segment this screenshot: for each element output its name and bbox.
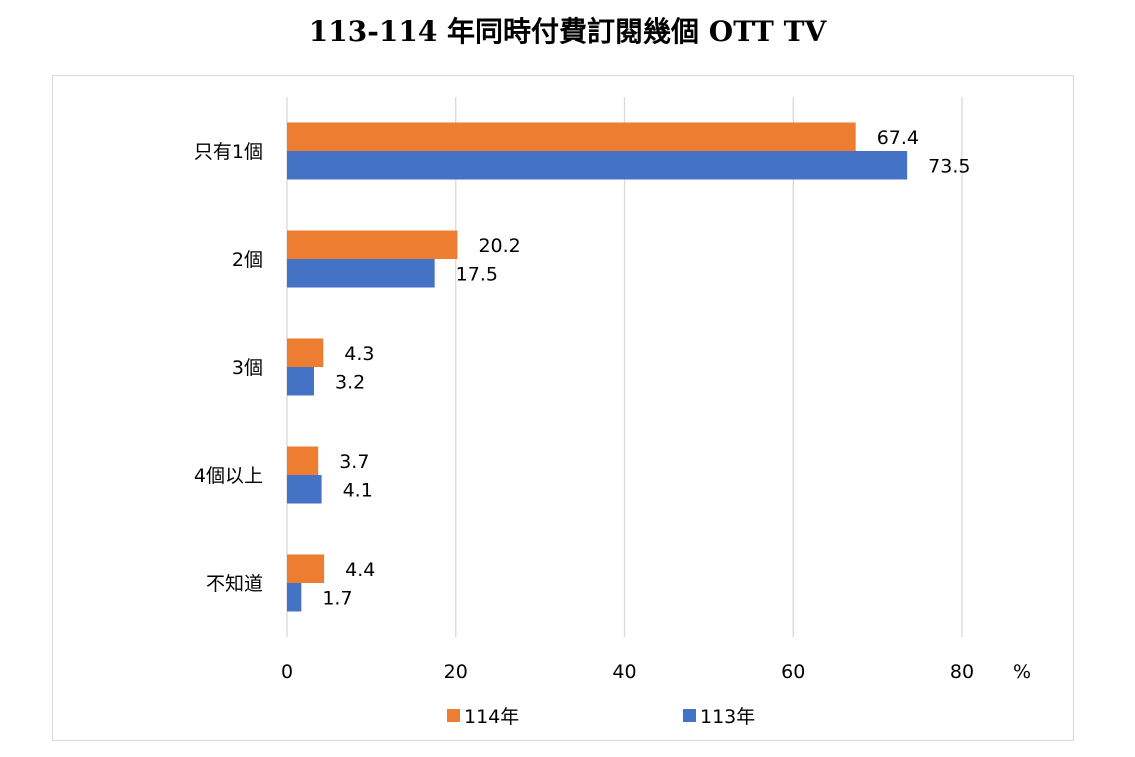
data-label: 17.5 bbox=[456, 263, 498, 285]
category-label: 4個以上 bbox=[194, 465, 263, 487]
bar-114年-3個 bbox=[287, 338, 324, 367]
legend-label: 113年 bbox=[700, 706, 755, 728]
data-label: 67.4 bbox=[877, 127, 919, 149]
legend-swatch-113年 bbox=[683, 709, 696, 722]
bar-114年-不知道 bbox=[287, 554, 325, 583]
bar-113年-不知道 bbox=[287, 583, 302, 612]
x-tick-label: 40 bbox=[612, 661, 636, 683]
x-axis-unit: % bbox=[1013, 661, 1031, 683]
bar-113年-3個 bbox=[287, 367, 314, 396]
category-label: 2個 bbox=[232, 249, 263, 271]
x-tick-label: 0 bbox=[281, 661, 293, 683]
category-label: 只有1個 bbox=[194, 141, 263, 163]
category-label: 不知道 bbox=[206, 573, 263, 595]
x-tick-label: 20 bbox=[444, 661, 468, 683]
bar-113年-只有1個 bbox=[287, 151, 908, 180]
data-label: 4.4 bbox=[345, 559, 375, 581]
data-label: 20.2 bbox=[478, 235, 520, 257]
data-label: 4.1 bbox=[343, 479, 373, 501]
chart-title: 113-114 年同時付費訂閱幾個 OTT TV bbox=[308, 15, 827, 48]
x-tick-label: 80 bbox=[950, 661, 974, 683]
legend-swatch-114年 bbox=[447, 709, 460, 722]
x-tick-label: 60 bbox=[781, 661, 805, 683]
data-label: 1.7 bbox=[322, 587, 352, 609]
bar-114年-只有1個 bbox=[287, 122, 856, 151]
data-label: 3.7 bbox=[339, 451, 369, 473]
data-label: 3.2 bbox=[335, 371, 365, 393]
category-label: 3個 bbox=[232, 357, 263, 379]
legend-label: 114年 bbox=[464, 706, 519, 728]
bar-114年-4個以上 bbox=[287, 446, 319, 475]
data-label: 4.3 bbox=[344, 343, 374, 365]
bar-114年-2個 bbox=[287, 230, 458, 259]
bar-113年-2個 bbox=[287, 259, 435, 288]
bar-113年-4個以上 bbox=[287, 475, 322, 504]
chart-frame bbox=[52, 75, 1074, 741]
data-label: 73.5 bbox=[928, 155, 970, 177]
